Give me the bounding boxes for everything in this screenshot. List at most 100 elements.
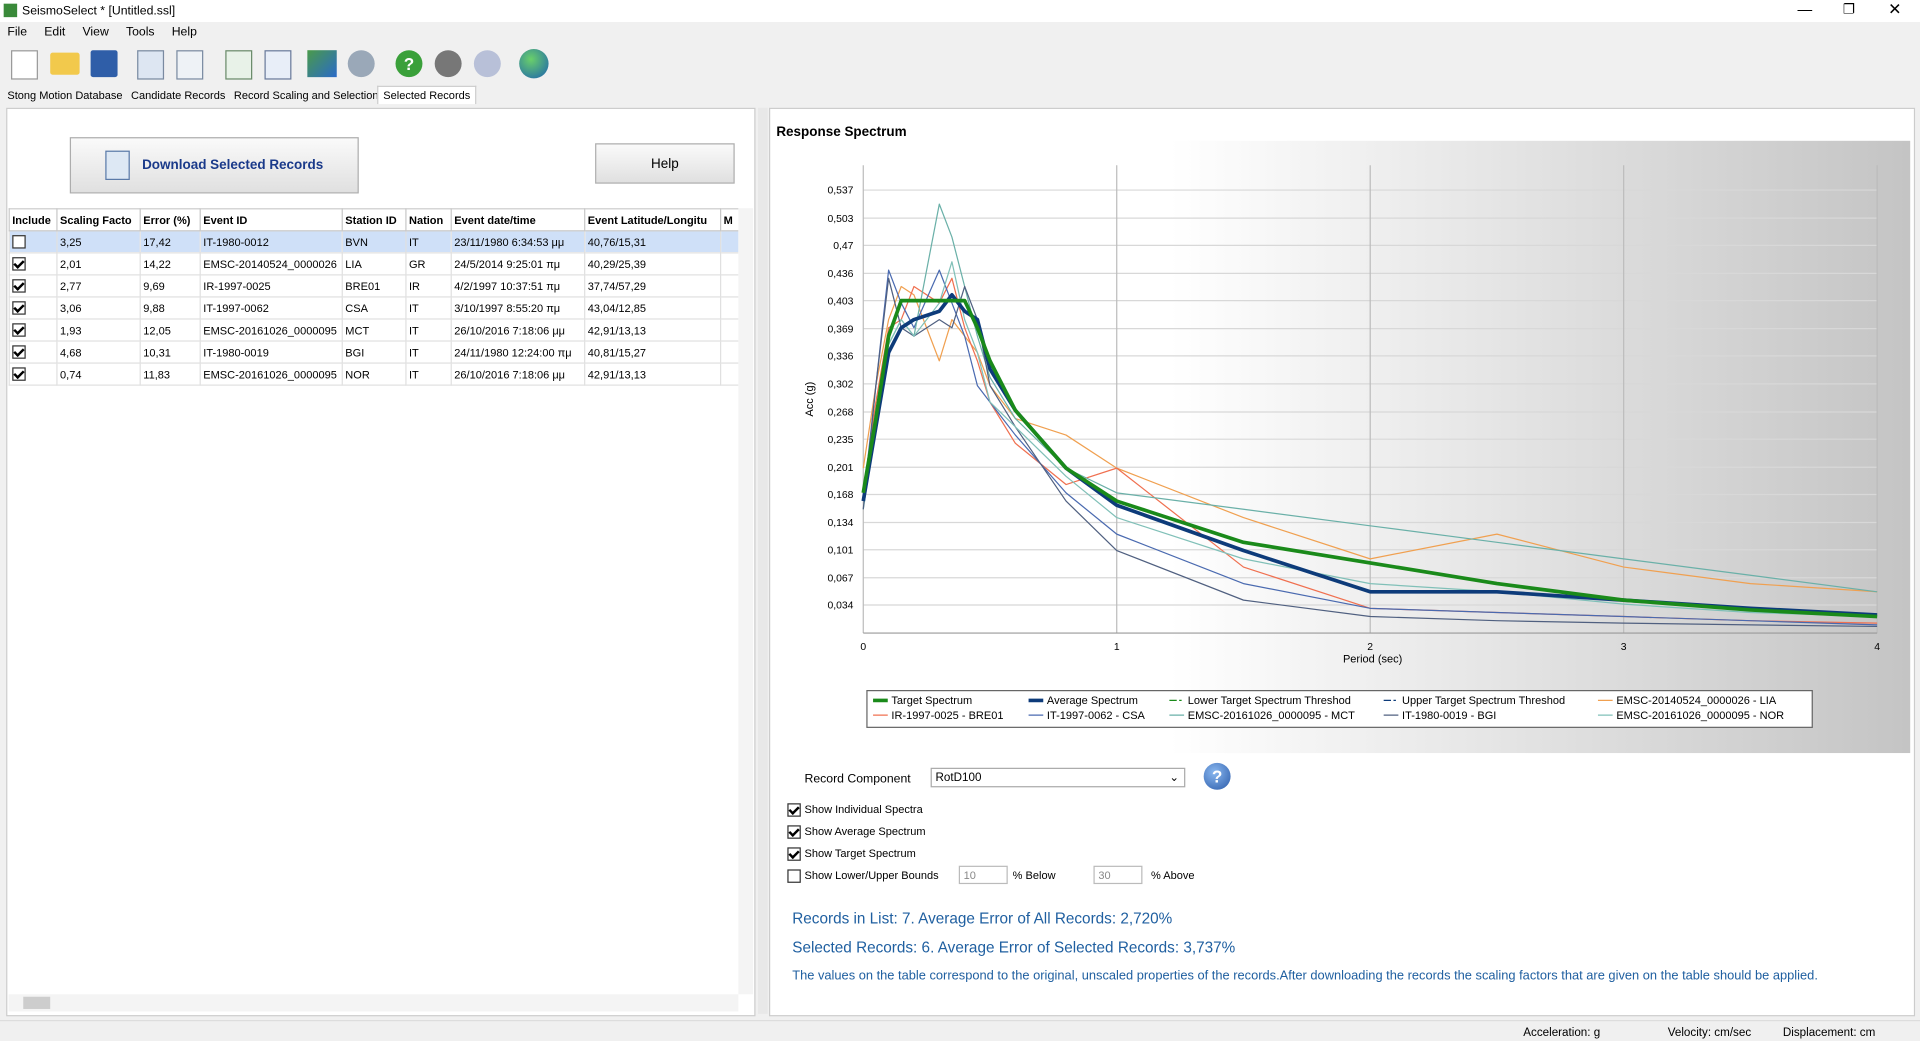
- table-cell: 42,91/13,13: [584, 362, 722, 386]
- include-checkbox[interactable]: [12, 279, 26, 293]
- tab[interactable]: Candidate Records: [131, 89, 226, 102]
- table-cell-clipped: [720, 274, 739, 298]
- column-header: Event Latitude/Longitu: [584, 208, 722, 232]
- include-cell: [8, 362, 58, 386]
- splitter[interactable]: [757, 107, 768, 1014]
- chat-icon[interactable]: [473, 50, 501, 78]
- close[interactable]: ✕: [1888, 0, 1902, 19]
- include-cell: [8, 296, 58, 320]
- above-input[interactable]: 30: [1093, 865, 1143, 885]
- legend-label: IT-1980-0019 - BGI: [1402, 710, 1496, 722]
- menu-item[interactable]: Edit: [44, 25, 66, 40]
- option-row: Show Target Spectrum: [787, 847, 916, 861]
- table-cell-clipped: [720, 230, 739, 254]
- web-icon[interactable]: [519, 48, 549, 79]
- option-row: Show Lower/Upper Bounds: [787, 869, 939, 884]
- open-icon[interactable]: [50, 52, 80, 75]
- include-checkbox[interactable]: [12, 367, 26, 381]
- include-cell: [8, 274, 58, 298]
- title-bar: SeismoSelect * [Untitled.ssl] — ❐ ✕: [0, 0, 1920, 23]
- menu-item[interactable]: File: [7, 25, 28, 40]
- new-icon[interactable]: [11, 50, 38, 80]
- menu-bar: File Edit View Tools Help: [7, 26, 214, 39]
- download-button[interactable]: Download Selected Records: [69, 137, 359, 194]
- zoom-in-icon[interactable]: [225, 50, 253, 80]
- y-tick-label: 0,302: [827, 380, 853, 391]
- include-checkbox[interactable]: [12, 257, 26, 271]
- x-tick-label: 2: [1367, 642, 1373, 653]
- series-line: [861, 293, 1878, 617]
- legend-label: EMSC-20140524_0000026 - LIA: [1616, 695, 1776, 707]
- above-label: % Above: [1151, 869, 1195, 882]
- include-checkbox[interactable]: [12, 323, 26, 337]
- database-icon[interactable]: [307, 50, 337, 78]
- y-tick-label: 0,47: [833, 241, 853, 252]
- include-checkbox[interactable]: [12, 345, 26, 359]
- y-tick-label: 0,168: [827, 490, 853, 501]
- table-row: 3,25 17,42 IT-1980-0012 BVN IT 23/11/1980 6:3…: [8, 230, 739, 254]
- below-input[interactable]: 10: [958, 865, 1008, 885]
- scroll-thumb[interactable]: [23, 996, 51, 1009]
- option-checkbox[interactable]: [787, 803, 801, 817]
- table-cell: 23/11/1980 6:34:53 μμ: [450, 230, 586, 254]
- restore[interactable]: ❐: [1842, 2, 1855, 18]
- menu-item[interactable]: Tools: [125, 25, 155, 40]
- table-cell-clipped: [720, 318, 739, 342]
- records-table: Include Scaling Facto Error (%) Event ID Sta…: [8, 208, 739, 386]
- tab[interactable]: Record Scaling and Selection: [233, 89, 379, 102]
- table-cell: 1,93: [56, 318, 141, 342]
- chart-title: Response Spectrum: [776, 124, 907, 140]
- tab[interactable]: Stong Motion Database: [7, 89, 123, 102]
- table-cell: 3,25: [56, 230, 141, 254]
- app-icon: [3, 3, 18, 18]
- table-cell: IT: [405, 362, 452, 386]
- zoom-out-icon[interactable]: [264, 50, 292, 80]
- table-cell: EMSC-20161026_0000095: [199, 318, 343, 342]
- help-button[interactable]: Help: [595, 143, 735, 184]
- table-row: 0,74 11,83 EMSC-20161026_0000095 NOR IT 26/10…: [8, 362, 739, 386]
- table-cell-clipped: [720, 362, 739, 386]
- legend-label: Upper Target Spectrum Threshod: [1402, 695, 1565, 707]
- video-icon[interactable]: [434, 50, 462, 78]
- table-cell: 24/5/2014 9:25:01 πμ: [450, 252, 586, 276]
- record-component-select[interactable]: RotD100 ⌄: [930, 767, 1186, 788]
- settings-icon[interactable]: [347, 50, 375, 78]
- table-cell: 11,83: [139, 362, 201, 386]
- table-cell: 3/10/1997 8:55:20 πμ: [450, 296, 586, 320]
- option-checkbox[interactable]: [787, 825, 801, 839]
- column-header: M: [720, 208, 739, 232]
- table-cell: 26/10/2016 7:18:06 μμ: [450, 318, 586, 342]
- table-cell: BRE01: [341, 274, 407, 298]
- tab-active[interactable]: Selected Records: [377, 85, 477, 105]
- x-tick-label: 1: [1114, 642, 1120, 653]
- chart-icon[interactable]: [176, 50, 204, 80]
- menu-item[interactable]: Help: [171, 25, 197, 40]
- component-help[interactable]: ?: [1203, 762, 1231, 790]
- y-tick-label: 0,235: [827, 435, 853, 446]
- minimize[interactable]: —: [1797, 1, 1813, 19]
- h-scrollbar[interactable]: [8, 994, 739, 1012]
- option-checkbox[interactable]: [787, 847, 801, 861]
- option-checkbox[interactable]: [787, 869, 801, 884]
- help-icon[interactable]: ?: [395, 50, 423, 78]
- save-icon[interactable]: [90, 50, 118, 78]
- info-line: Selected Records: 6. Average Error of Se…: [792, 939, 1236, 957]
- copy-icon[interactable]: [137, 50, 165, 80]
- table-container: Include Scaling Facto Error (%) Event ID Sta…: [8, 208, 739, 994]
- column-header: Station ID: [341, 208, 407, 232]
- table-cell: 9,69: [139, 274, 201, 298]
- legend-label: EMSC-20161026_0000095 - NOR: [1616, 710, 1784, 722]
- include-checkbox[interactable]: [12, 235, 26, 249]
- include-checkbox[interactable]: [12, 301, 26, 315]
- table-cell: GR: [405, 252, 452, 276]
- download-icon: [105, 150, 130, 181]
- table-cell: 9,88: [139, 296, 201, 320]
- table-cell: IR: [405, 274, 452, 298]
- option-label: Show Individual Spectra: [804, 803, 923, 816]
- menu-item[interactable]: View: [82, 25, 109, 40]
- table-cell: 40,29/25,39: [584, 252, 722, 276]
- v-scrollbar[interactable]: [738, 208, 754, 995]
- y-tick-label: 0,101: [827, 545, 853, 556]
